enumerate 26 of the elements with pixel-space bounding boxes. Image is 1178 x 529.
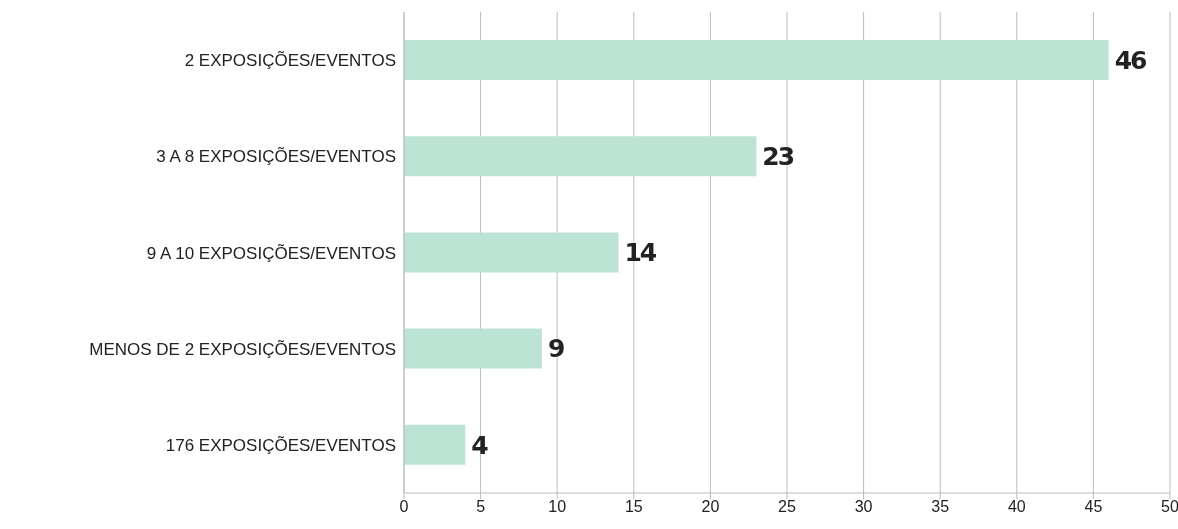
x-tick-label: 35 xyxy=(931,498,950,516)
x-tick-label: 15 xyxy=(624,498,643,516)
bar xyxy=(404,424,466,465)
x-tick-label: 20 xyxy=(701,498,720,516)
y-tick-label: 9 A 10 EXPOSIÇÕES/EVENTOS xyxy=(146,243,396,263)
bar xyxy=(404,232,619,273)
x-tick-label: 25 xyxy=(778,498,796,516)
x-tick-label: 30 xyxy=(854,498,873,516)
x-tick-label: 0 xyxy=(399,498,409,516)
bar xyxy=(404,40,1109,80)
bar xyxy=(404,328,542,369)
data-label: 9 xyxy=(547,334,564,364)
x-tick-label: 5 xyxy=(476,498,486,516)
x-tick-label: 45 xyxy=(1084,498,1103,516)
y-tick-label: 2 EXPOSIÇÕES/EVENTOS xyxy=(184,51,396,71)
y-tick-label: 176 EXPOSIÇÕES/EVENTOS xyxy=(165,435,396,455)
x-tick-label: 50 xyxy=(1161,498,1178,516)
y-tick-label: MENOS DE 2 EXPOSIÇÕES/EVENTOS xyxy=(89,339,396,359)
data-label: 4 xyxy=(471,430,489,460)
x-tick-label: 10 xyxy=(548,498,567,516)
data-label: 14 xyxy=(624,238,657,268)
data-label: 46 xyxy=(1114,45,1148,75)
y-tick-label: 3 A 8 EXPOSIÇÕES/EVENTOS xyxy=(156,147,396,167)
data-label: 23 xyxy=(762,142,794,172)
x-tick-label: 40 xyxy=(1007,498,1026,516)
bar xyxy=(404,136,757,177)
